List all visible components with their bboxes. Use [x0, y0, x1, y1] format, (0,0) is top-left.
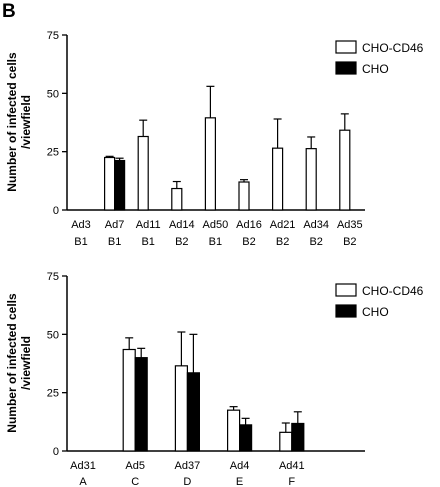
bar-cho	[134, 357, 148, 452]
subcategory-label: B1	[74, 236, 87, 248]
bar-cho-cd46	[238, 181, 250, 211]
category-label: Ad35	[337, 219, 363, 231]
subcategory-label: C	[131, 476, 139, 487]
y-tick-label: 75	[47, 271, 59, 283]
bar-cho-cd46	[272, 147, 284, 211]
category-label: Ad50	[203, 219, 229, 231]
legend-label: CHO-CD46	[362, 41, 424, 55]
category-label: Ad31	[70, 460, 96, 472]
y-tick-label: 0	[53, 446, 59, 458]
subcategory-label: B1	[141, 236, 154, 248]
subcategory-label: B1	[108, 236, 121, 248]
subcategory-label: F	[288, 476, 295, 487]
y-tick-label: 50	[47, 329, 59, 341]
legend-label: CHO	[362, 62, 389, 76]
subcategory-label: E	[236, 476, 243, 487]
bar-cho	[186, 372, 200, 452]
bar-cho-cd46	[227, 409, 241, 452]
bar-cho-cd46	[204, 117, 216, 211]
category-label: Ad5	[125, 460, 145, 472]
bar-cho-cd46	[339, 129, 351, 211]
panel-label: B	[2, 1, 16, 22]
bar-cho	[113, 159, 126, 211]
subcategory-label: B2	[242, 236, 255, 248]
category-label: Ad37	[175, 460, 201, 472]
y-tick-label: 25	[47, 388, 59, 400]
y-tick-label: 25	[47, 147, 59, 159]
y-tick-label: 0	[53, 205, 59, 217]
bar-cho-cd46	[103, 156, 116, 211]
legend-swatch	[335, 283, 357, 297]
subcategory-label: A	[79, 476, 87, 487]
bar-cho-cd46	[122, 348, 136, 452]
subcategory-label: B2	[309, 236, 322, 248]
category-label: Ad16	[236, 219, 262, 231]
legend-swatch	[335, 304, 357, 318]
bar-cho-cd46	[305, 148, 317, 211]
bar-cho-cd46	[174, 365, 188, 452]
category-label: Ad3	[71, 219, 91, 231]
subcategory-label: D	[183, 476, 191, 487]
category-label: Ad21	[270, 219, 296, 231]
category-label: Ad11	[136, 219, 161, 231]
y-tick-label: 75	[47, 30, 59, 42]
chart-top: 0 25 50 75 Number of infected cells/viewfiel…	[5, 30, 424, 248]
bar-cho	[239, 424, 253, 452]
bar-cho-cd46	[137, 135, 149, 211]
bar-cho	[291, 422, 305, 452]
y-axis-label: Number of infected cells/viewfield	[5, 293, 33, 433]
legend-label: CHO	[362, 305, 389, 319]
subcategory-label: B2	[276, 236, 289, 248]
legend-swatch	[335, 61, 357, 75]
bar-cho-cd46	[279, 431, 293, 452]
y-axis-label: Number of infected cells/viewfield	[5, 52, 33, 192]
category-label: Ad34	[303, 219, 329, 231]
subcategory-label: B2	[343, 236, 356, 248]
legend-label: CHO-CD46	[362, 284, 424, 298]
category-label: Ad41	[279, 460, 305, 472]
subcategory-label: B1	[209, 236, 222, 248]
bar-cho-cd46	[171, 187, 183, 211]
y-tick-label: 50	[47, 88, 59, 100]
category-label: Ad7	[105, 219, 125, 231]
subcategory-label: B2	[175, 236, 188, 248]
legend-swatch	[335, 40, 357, 54]
category-label: Ad14	[169, 219, 195, 231]
category-label: Ad4	[230, 460, 250, 472]
chart-bottom: 0 25 50 75 Number of infected cells/viewfiel…	[5, 271, 424, 487]
